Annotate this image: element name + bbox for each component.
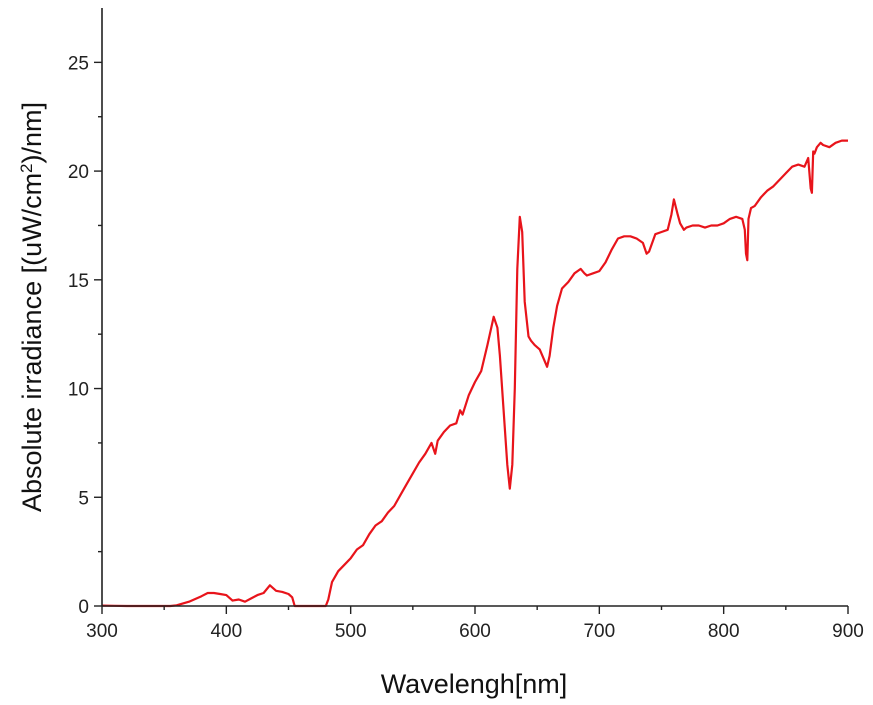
x-tick-label: 400: [210, 621, 242, 642]
x-tick-label: 500: [335, 621, 367, 642]
x-axis-title: Wavelengh[nm]: [381, 669, 568, 699]
plot-area: [101, 139, 848, 608]
y-axis-ticks: 0 5 10 15 20 25: [68, 53, 102, 618]
y-axis-title-sup: 2: [17, 163, 36, 172]
y-tick-label: 25: [68, 53, 89, 74]
y-axis-title-main: Absolute irradiance [(uW/cm: [17, 173, 47, 512]
y-tick-label: 0: [78, 597, 89, 618]
irradiance-series-line: [101, 139, 848, 608]
y-tick-label: 20: [68, 162, 89, 183]
x-axis-ticks: 300 400 500 600 700 800 900: [86, 606, 864, 642]
y-tick-label: 5: [78, 488, 89, 509]
x-tick-label: 700: [583, 621, 615, 642]
x-tick-label: 300: [86, 621, 118, 642]
x-tick-label: 600: [459, 621, 491, 642]
y-tick-label: 10: [68, 380, 89, 401]
x-tick-label: 800: [708, 621, 740, 642]
y-axis-title-tail: )/nm]: [17, 102, 47, 164]
y-axis-title: Absolute irradiance [(uW/cm2)/nm]: [17, 102, 48, 512]
y-tick-label: 15: [68, 271, 89, 292]
axes: [101, 8, 848, 607]
x-tick-label: 900: [832, 621, 864, 642]
